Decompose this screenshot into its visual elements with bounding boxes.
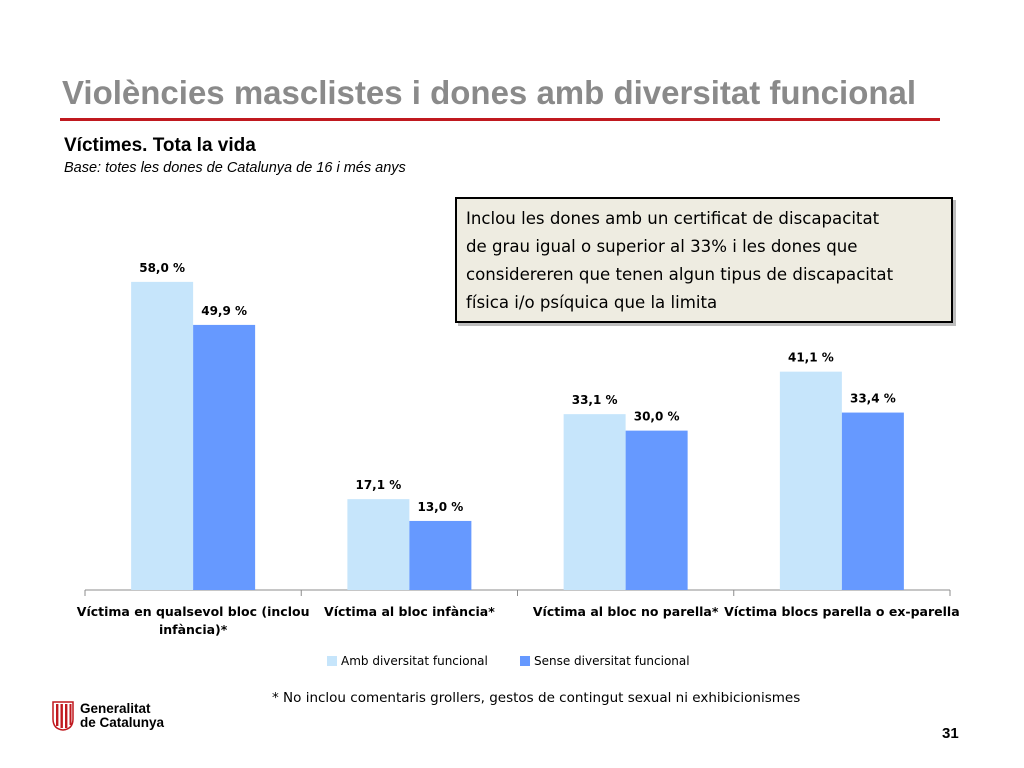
category-label: Víctima blocs parella o ex-parella — [724, 604, 960, 619]
bar — [779, 371, 842, 590]
note-line: Inclou les dones amb un certificat de di… — [466, 209, 880, 228]
bar — [563, 414, 626, 590]
logo-line: Generalitat — [80, 701, 151, 716]
info-note-box: Inclou les dones amb un certificat de di… — [455, 197, 953, 323]
data-label: 41,1 % — [788, 351, 834, 365]
coat-of-arms-icon — [52, 701, 74, 731]
legend-swatch — [520, 656, 530, 666]
bar — [625, 430, 688, 590]
data-label: 30,0 % — [634, 410, 680, 424]
bar — [841, 412, 904, 590]
legend-swatch — [327, 656, 337, 666]
chart-subtitle: Víctimes. Tota la vida — [64, 135, 256, 156]
category-label: infància)* — [159, 622, 228, 637]
bar — [347, 499, 410, 590]
note-line: de grau igual o superior al 33% i les do… — [466, 237, 858, 256]
category-label: Víctima al bloc no parella* — [533, 604, 719, 619]
title-divider — [60, 118, 940, 121]
note-line: considereren que tenen algun tipus de di… — [466, 265, 894, 284]
category-label: Víctima al bloc infància* — [324, 604, 495, 619]
note-line: física i/o psíquica que la limita — [466, 293, 718, 312]
data-label: 33,1 % — [572, 393, 618, 407]
data-label: 13,0 % — [417, 500, 463, 514]
bar — [131, 281, 194, 590]
bar — [193, 324, 256, 590]
logo-line: de Catalunya — [80, 715, 165, 730]
footnote: * No inclou comentaris grollers, gestos … — [272, 690, 801, 706]
legend-label: Amb diversitat funcional — [341, 654, 488, 668]
page-number: 31 — [942, 725, 959, 742]
category-label: Víctima en qualsevol bloc (inclou — [77, 604, 310, 619]
bar — [409, 520, 472, 590]
data-label: 58,0 % — [139, 261, 185, 275]
data-label: 49,9 % — [201, 304, 247, 318]
legend-label: Sense diversitat funcional — [534, 654, 690, 668]
data-label: 33,4 % — [850, 392, 896, 406]
generalitat-logo: Generalitat de Catalunya — [52, 700, 164, 732]
page-title: Violències masclistes i dones amb divers… — [62, 74, 917, 111]
base-note: Base: totes les dones de Catalunya de 16… — [64, 160, 406, 176]
data-label: 17,1 % — [355, 478, 401, 492]
